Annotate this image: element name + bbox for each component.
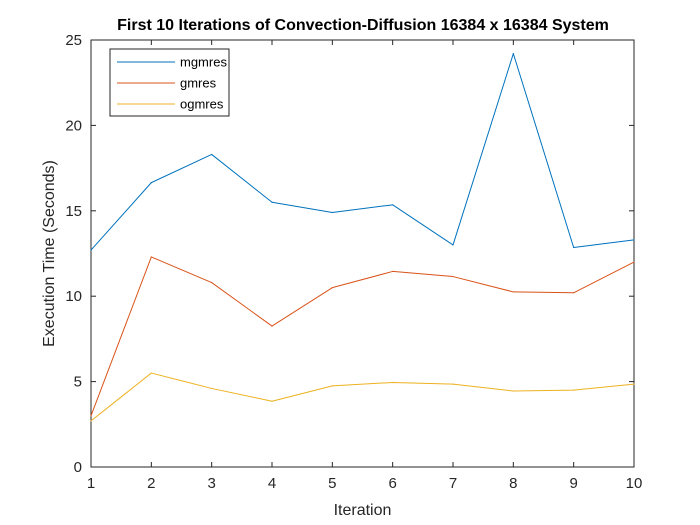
data-point-gmres <box>512 291 514 293</box>
x-tick-label: 10 <box>626 475 643 492</box>
data-point-ogmres <box>271 400 273 402</box>
series-line-gmres <box>90 256 635 416</box>
chart-title: First 10 Iterations of Convection-Diffus… <box>117 17 609 34</box>
data-point-mgmres <box>573 246 575 249</box>
y-axis-label: Execution Time (Seconds) <box>41 160 58 347</box>
x-tick-label: 6 <box>388 475 396 492</box>
data-point-mgmres <box>392 204 394 206</box>
y-tick-label: 25 <box>65 32 82 49</box>
data-point-gmres <box>633 261 635 263</box>
data-point-mgmres <box>150 182 152 184</box>
data-point-gmres <box>392 270 394 273</box>
data-point-mgmres <box>211 153 213 156</box>
data-point-ogmres <box>90 420 92 422</box>
x-tick-label: 5 <box>328 475 336 492</box>
y-tick-label: 5 <box>74 374 82 391</box>
data-point-mgmres <box>633 239 635 241</box>
data-point-gmres <box>211 281 213 284</box>
x-tick-label: 4 <box>268 475 276 492</box>
data-point-mgmres <box>331 211 333 214</box>
legend-label-mgmres: mgmres <box>180 55 227 70</box>
x-axis-label: Iteration <box>334 502 392 519</box>
series-line-mgmres <box>90 53 635 251</box>
x-tick-label: 8 <box>509 475 517 492</box>
data-point-mgmres <box>452 244 454 246</box>
data-point-mgmres <box>271 201 273 203</box>
data-point-ogmres <box>392 381 394 384</box>
data-point-mgmres <box>512 53 514 55</box>
x-tick-label: 2 <box>147 475 155 492</box>
y-tick-label: 15 <box>65 203 82 220</box>
x-tick-label: 9 <box>569 475 577 492</box>
data-point-ogmres <box>512 390 514 392</box>
data-point-ogmres <box>211 387 213 390</box>
x-tick-label: 3 <box>207 475 215 492</box>
x-tick-label: 1 <box>87 475 95 492</box>
legend-label-gmres: gmres <box>180 76 217 91</box>
data-point-ogmres <box>331 385 333 387</box>
legend: mgmres gmres ogmres <box>109 48 230 117</box>
axis-ticks: 1 2 3 4 5 6 7 8 9 10 0 5 10 15 20 25 <box>65 32 642 492</box>
data-point-ogmres <box>573 389 575 391</box>
series-line-ogmres <box>90 372 635 422</box>
data-point-gmres <box>271 325 273 327</box>
data-point-gmres <box>90 415 92 417</box>
legend-label-ogmres: ogmres <box>180 97 224 112</box>
data-point-ogmres <box>633 383 635 385</box>
data-point-gmres <box>452 275 454 278</box>
data-point-mgmres <box>90 249 92 251</box>
data-point-gmres <box>573 292 575 294</box>
x-tick-label: 7 <box>449 475 457 492</box>
y-tick-label: 20 <box>65 117 82 134</box>
data-point-gmres <box>150 256 152 258</box>
data-point-ogmres <box>150 372 152 374</box>
data-point-ogmres <box>452 383 454 385</box>
series-lines <box>90 53 635 422</box>
y-tick-label: 10 <box>65 288 82 305</box>
data-point-gmres <box>331 287 333 289</box>
y-tick-label: 0 <box>74 459 82 476</box>
